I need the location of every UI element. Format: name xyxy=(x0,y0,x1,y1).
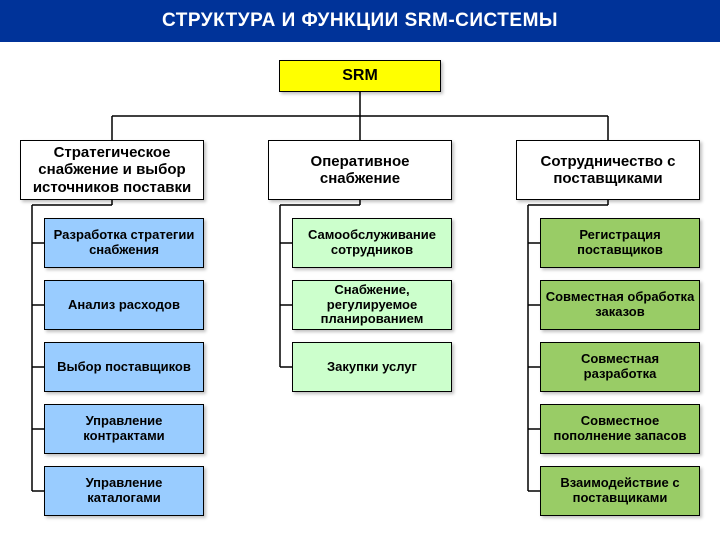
leaf-node: Регистрация поставщиков xyxy=(540,218,700,268)
leaf-label: Совместная обработка заказов xyxy=(545,290,695,320)
leaf-label: Самообслуживание сотрудников xyxy=(297,228,447,258)
root-label: SRM xyxy=(342,67,378,85)
branch-label: Стратегическое снабжение и выбор источни… xyxy=(25,144,199,196)
leaf-node: Самообслуживание сотрудников xyxy=(292,218,452,268)
leaf-node: Совместное пополнение запасов xyxy=(540,404,700,454)
leaf-node: Совместная обработка заказов xyxy=(540,280,700,330)
leaf-label: Выбор поставщиков xyxy=(57,360,191,375)
leaf-node: Анализ расходов xyxy=(44,280,204,330)
leaf-node: Выбор поставщиков xyxy=(44,342,204,392)
title-text: СТРУКТУРА И ФУНКЦИИ SRM-СИСТЕМЫ xyxy=(162,10,558,32)
leaf-label: Анализ расходов xyxy=(68,298,180,313)
branch-strategic: Стратегическое снабжение и выбор источни… xyxy=(20,140,204,200)
leaf-node: Снабжение, регулируемое планированием xyxy=(292,280,452,330)
branch-label: Оперативное снабжение xyxy=(273,153,447,188)
leaf-label: Совместная разработка xyxy=(545,352,695,382)
branch-cooperation: Сотрудничество с поставщиками xyxy=(516,140,700,200)
leaf-node: Управление каталогами xyxy=(44,466,204,516)
leaf-node: Разработка стратегии снабжения xyxy=(44,218,204,268)
leaf-node: Управление контрактами xyxy=(44,404,204,454)
leaf-label: Совместное пополнение запасов xyxy=(545,414,695,444)
leaf-label: Управление каталогами xyxy=(49,476,199,506)
leaf-node: Совместная разработка xyxy=(540,342,700,392)
leaf-label: Регистрация поставщиков xyxy=(545,228,695,258)
leaf-label: Снабжение, регулируемое планированием xyxy=(297,283,447,328)
branch-operational: Оперативное снабжение xyxy=(268,140,452,200)
leaf-node: Взаимодействие с поставщиками xyxy=(540,466,700,516)
leaf-label: Взаимодействие с поставщиками xyxy=(545,476,695,506)
leaf-node: Закупки услуг xyxy=(292,342,452,392)
branch-label: Сотрудничество с поставщиками xyxy=(521,153,695,188)
leaf-label: Управление контрактами xyxy=(49,414,199,444)
root-node: SRM xyxy=(279,60,441,92)
leaf-label: Разработка стратегии снабжения xyxy=(49,228,199,258)
leaf-label: Закупки услуг xyxy=(327,360,417,375)
page-title: СТРУКТУРА И ФУНКЦИИ SRM-СИСТЕМЫ xyxy=(0,0,720,42)
